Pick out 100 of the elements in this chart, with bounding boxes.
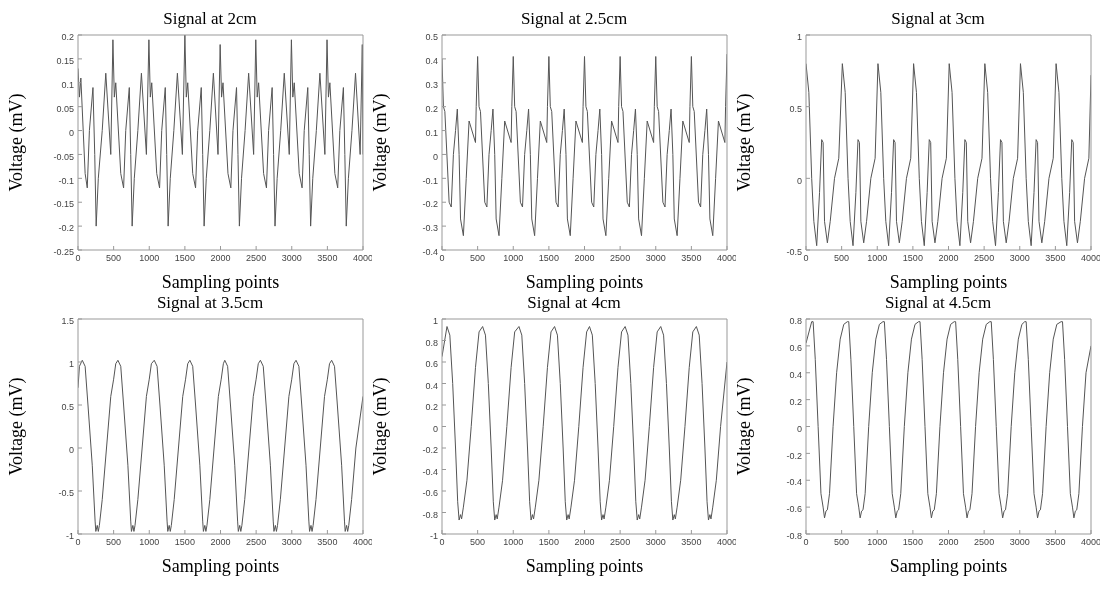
y-tick-label: 0 xyxy=(432,423,438,434)
y-axis-title: Voltage (mV) xyxy=(734,93,756,192)
y-tick-label: -0.2 xyxy=(58,223,74,234)
x-tick-label: 1000 xyxy=(503,537,524,548)
chart-title: Signal at 2.5cm xyxy=(519,8,629,30)
y-tick-label: -0.4 xyxy=(422,247,438,258)
y-tick-label: 0 xyxy=(432,151,438,162)
x-tick-label: 500 xyxy=(834,253,850,264)
x-tick-label: 2500 xyxy=(974,253,995,264)
x-axis-title: Sampling points xyxy=(161,272,280,292)
x-axis-title: Sampling points xyxy=(525,556,644,576)
chart-title: Signal at 3cm xyxy=(890,8,986,30)
x-tick-label: 2000 xyxy=(938,537,959,548)
x-axis-title: Sampling points xyxy=(161,556,280,576)
x-tick-label: 3000 xyxy=(645,253,666,264)
x-tick-label: 2500 xyxy=(974,537,995,548)
line-series xyxy=(442,326,727,521)
y-tick-label: 0.1 xyxy=(61,79,74,90)
y-tick-label: -0.05 xyxy=(53,151,74,162)
y-tick-label: 0.15 xyxy=(56,56,74,67)
y-tick-label: -0.4 xyxy=(786,477,802,488)
y-tick-label: -0.5 xyxy=(786,247,802,258)
x-tick-label: 2000 xyxy=(210,253,231,264)
x-axis-title: Sampling points xyxy=(889,272,1008,292)
x-tick-label: 2500 xyxy=(610,537,631,548)
y-tick-label: 0.05 xyxy=(56,103,74,114)
x-tick-label: 4000 xyxy=(1080,253,1102,264)
x-tick-label: 1500 xyxy=(174,537,195,548)
y-axis-title: Voltage (mV) xyxy=(6,377,28,476)
x-tick-label: 1000 xyxy=(139,253,160,264)
y-tick-label: 0.6 xyxy=(425,359,438,370)
x-tick-label: 500 xyxy=(470,253,486,264)
x-tick-label: 2000 xyxy=(938,253,959,264)
chart-title: Signal at 3.5cm xyxy=(155,292,265,314)
y-tick-label: -0.5 xyxy=(58,488,74,499)
x-axis-title: Sampling points xyxy=(525,272,644,292)
y-tick-label: -0.1 xyxy=(422,175,438,186)
x-tick-label: 1500 xyxy=(902,537,923,548)
x-tick-label: 3000 xyxy=(645,537,666,548)
x-tick-label: 4000 xyxy=(352,537,374,548)
line-series xyxy=(806,63,1091,247)
y-tick-label: 0.4 xyxy=(789,369,802,380)
x-tick-label: 3000 xyxy=(1009,253,1030,264)
x-tick-label: 1500 xyxy=(538,537,559,548)
x-tick-label: 2500 xyxy=(246,253,267,264)
y-tick-label: 0.5 xyxy=(789,103,802,114)
y-tick-label: -1 xyxy=(429,531,438,542)
x-tick-label: 3500 xyxy=(681,253,702,264)
y-tick-label: 0.1 xyxy=(425,127,438,138)
y-tick-label: -0.2 xyxy=(422,199,438,210)
y-axis-title: Voltage (mV) xyxy=(734,377,756,476)
x-tick-label: 0 xyxy=(439,253,445,264)
y-tick-label: -0.6 xyxy=(786,504,802,515)
x-tick-label: 3500 xyxy=(681,537,702,548)
y-tick-label: -0.1 xyxy=(58,175,74,186)
x-tick-label: 0 xyxy=(75,537,81,548)
x-tick-label: 2000 xyxy=(574,253,595,264)
y-tick-label: 1 xyxy=(68,359,74,370)
x-tick-label: 3500 xyxy=(1045,253,1066,264)
x-tick-label: 0 xyxy=(803,537,809,548)
x-tick-label: 500 xyxy=(106,253,122,264)
y-tick-label: 0.5 xyxy=(61,402,74,413)
y-axis-title: Voltage (mV) xyxy=(370,93,392,192)
y-tick-label: 0 xyxy=(796,175,802,186)
x-tick-label: 1500 xyxy=(174,253,195,264)
y-tick-label: -0.2 xyxy=(786,450,802,461)
x-tick-label: 1500 xyxy=(538,253,559,264)
y-axis-title: Voltage (mV) xyxy=(6,93,28,192)
x-tick-label: 0 xyxy=(75,253,81,264)
x-tick-label: 1000 xyxy=(867,537,888,548)
x-tick-label: 3500 xyxy=(317,253,338,264)
x-tick-label: 3500 xyxy=(317,537,338,548)
y-tick-label: -1 xyxy=(65,531,74,542)
y-tick-label: 0.4 xyxy=(425,56,438,67)
x-tick-label: 4000 xyxy=(352,253,374,264)
y-tick-label: -0.4 xyxy=(422,466,438,477)
x-tick-label: 4000 xyxy=(1080,537,1102,548)
x-tick-label: 3000 xyxy=(281,537,302,548)
y-tick-label: 0.8 xyxy=(789,316,802,327)
y-tick-label: 0.2 xyxy=(789,396,802,407)
y-tick-label: 0 xyxy=(796,423,802,434)
chart-title: Signal at 4cm xyxy=(526,292,622,314)
x-tick-label: 1000 xyxy=(503,253,524,264)
x-tick-label: 2500 xyxy=(246,537,267,548)
y-tick-label: 0.3 xyxy=(425,79,438,90)
y-tick-label: 0.2 xyxy=(425,103,438,114)
x-tick-label: 3000 xyxy=(281,253,302,264)
y-tick-label: -0.25 xyxy=(53,247,74,258)
x-tick-label: 3500 xyxy=(1045,537,1066,548)
x-tick-label: 3000 xyxy=(1009,537,1030,548)
x-tick-label: 0 xyxy=(439,537,445,548)
y-tick-label: 1.5 xyxy=(61,316,74,327)
y-tick-label: -0.6 xyxy=(422,488,438,499)
x-tick-label: 2500 xyxy=(610,253,631,264)
x-tick-label: 500 xyxy=(106,537,122,548)
line-series xyxy=(442,53,727,237)
y-tick-label: 0 xyxy=(68,127,74,138)
y-tick-label: -0.3 xyxy=(422,223,438,234)
y-tick-label: -0.8 xyxy=(422,509,438,520)
y-tick-label: 1 xyxy=(796,32,802,43)
